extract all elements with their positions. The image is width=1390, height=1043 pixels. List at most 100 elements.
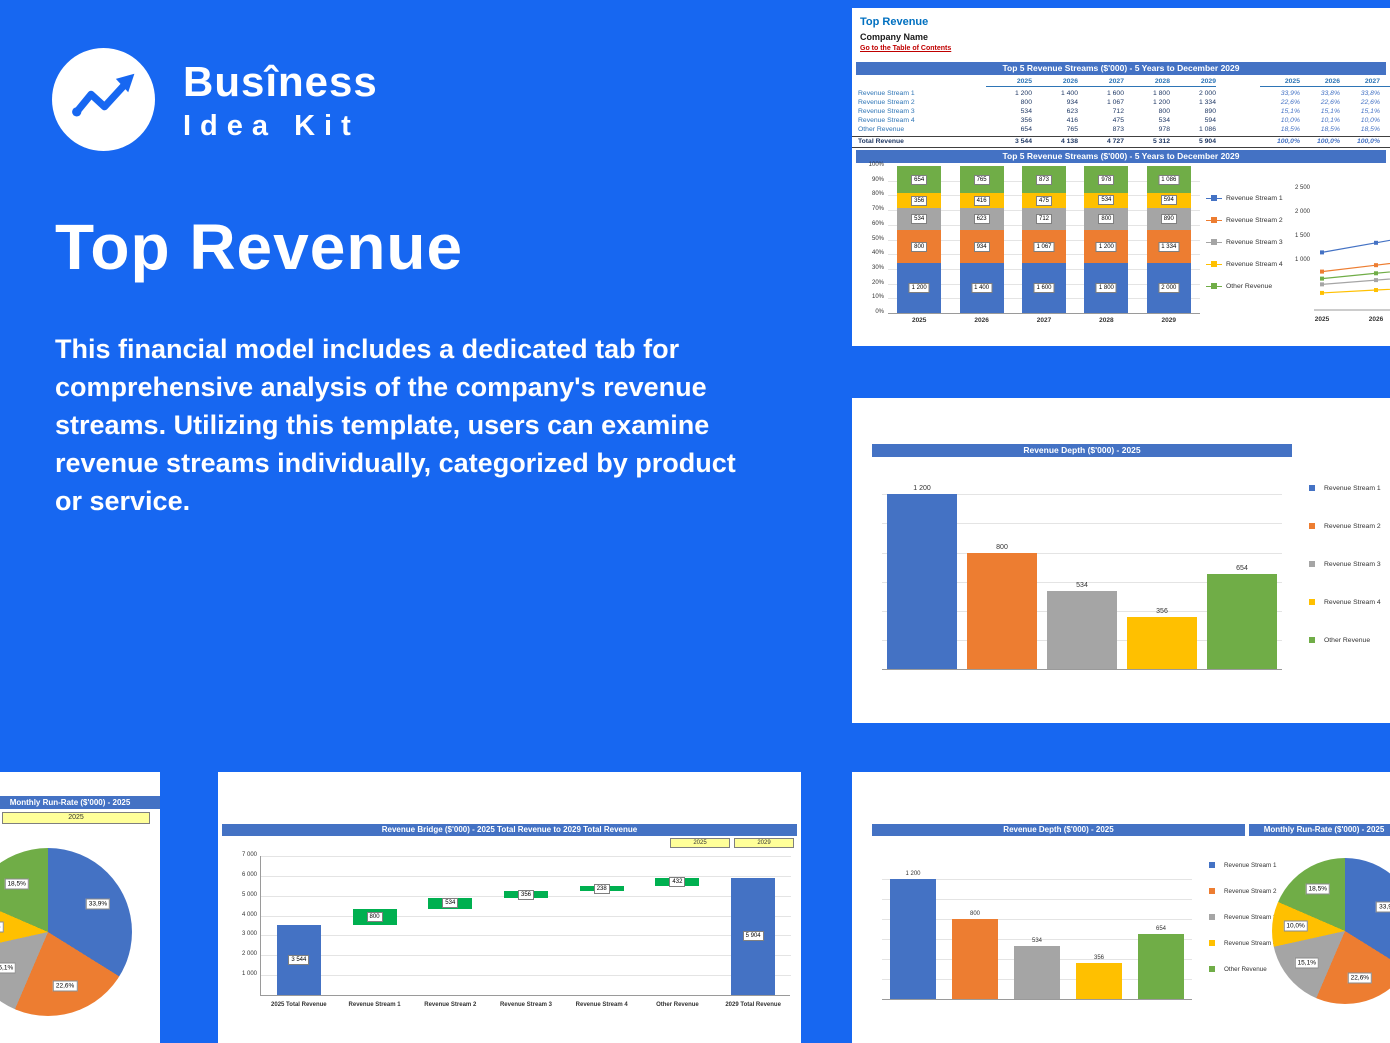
percent-cell: 18,5% — [1360, 126, 1380, 133]
bar-segment: 800 — [897, 230, 942, 264]
legend-item: Revenue Stream 2 — [1204, 886, 1277, 896]
legend-swatch — [1209, 862, 1215, 868]
bar — [952, 919, 998, 999]
bar-segment: 1 800 — [1084, 263, 1129, 313]
runrate-pie-chart: 33,9% 22,6% 15,1% 10,0% 18,5% — [0, 848, 132, 1016]
grid-line — [882, 919, 1192, 920]
bar-value-label: 800 — [996, 543, 1008, 551]
value-cell: 475 — [1112, 117, 1124, 124]
bar-label-wrap: 5 904 — [715, 931, 791, 942]
x-axis-label: 2029 Total Revenue — [725, 1002, 781, 1008]
y-axis-tick: 10% — [871, 294, 884, 301]
legend-swatch — [1309, 523, 1315, 529]
pie-value-label: 18,5% — [1305, 883, 1330, 895]
bar-value-label: 416 — [973, 195, 990, 206]
value-cell: 416 — [1066, 117, 1078, 124]
panel-revenue-depth: Revenue Depth ($'000) - 2025 1 200 800 534… — [852, 398, 1390, 723]
bar-value-label: 1 067 — [1033, 241, 1055, 252]
table-row: Revenue Stream 1 1 200 1 400 1 600 1 800 2 00… — [852, 90, 1390, 99]
bar-segment: 800 — [1084, 207, 1129, 230]
bar — [1138, 933, 1184, 999]
bar — [890, 879, 936, 999]
pie-value-label: 15,1% — [1294, 957, 1319, 969]
percent-cell: 22,6% — [1280, 99, 1300, 106]
table-row: Other Revenue 654 765 873 978 1 086 18,5% 18,5%… — [852, 126, 1390, 135]
bar-value-label: 654 — [1155, 925, 1166, 932]
value-cell: 934 — [1066, 99, 1078, 106]
bar-value-label: 654 — [1236, 564, 1248, 572]
bar-value-label: 475 — [1035, 195, 1053, 206]
grid-line — [882, 899, 1192, 900]
percent-cell: 33,8% — [1360, 90, 1380, 97]
bar-value-label: 534 — [1098, 195, 1115, 206]
grid-line — [261, 856, 791, 857]
toc-link[interactable]: Go to the Table of Contents — [860, 45, 952, 52]
y-axis-tick: 0% — [875, 309, 884, 315]
legend-swatch — [1309, 637, 1315, 643]
total-value-cell: 4 727 — [1106, 138, 1124, 145]
legend-line-marker — [1206, 194, 1222, 202]
y-axis-tick: 1 000 — [241, 971, 257, 978]
bar — [887, 494, 957, 669]
value-cell: 534 — [1158, 117, 1170, 124]
panel-top-sheet: Top Revenue Company Name Go to the Table… — [852, 8, 1390, 346]
total-value-cell: 3 544 — [1014, 138, 1032, 145]
bar-label-wrap: 238 — [564, 883, 640, 894]
value-cell: 1 600 — [1106, 90, 1124, 97]
bar-segment: 654 — [897, 166, 942, 194]
bar-label-wrap: 3 544 — [261, 954, 337, 965]
grid-line — [882, 494, 1282, 496]
depth-title-bar: Revenue Depth ($'000) - 2025 — [872, 444, 1292, 457]
pie-value-label: 22,6% — [52, 980, 78, 992]
bar-value-label: 800 — [911, 241, 928, 252]
year-header: 2028 — [1380, 78, 1390, 87]
bar-segment: 594 — [1146, 193, 1191, 208]
legend-label: Other Revenue — [1224, 965, 1267, 973]
percent-cell: 18,4% — [1380, 126, 1390, 133]
legend-item: Revenue Stream 4 — [1204, 938, 1277, 948]
legend-line-marker — [1206, 260, 1222, 268]
y-axis-tick: 100% — [868, 162, 884, 168]
bar-value-label: 765 — [973, 174, 990, 185]
percent-cell: 22,6% — [1320, 99, 1340, 106]
legend-item: Revenue Stream 2 — [1206, 215, 1283, 225]
y-axis-tick: 5 000 — [241, 891, 257, 898]
bar-value-label: 2 000 — [1158, 283, 1180, 294]
value-cell: 712 — [1112, 108, 1124, 115]
x-axis-label: Revenue Stream 4 — [575, 1002, 628, 1008]
legend-swatch — [1309, 599, 1315, 605]
panel-depth-runrate: Revenue Depth ($'000) - 2025 Monthly Run… — [852, 772, 1390, 1043]
y-axis-tick: 50% — [871, 235, 884, 242]
bar-value-label: 1 334 — [1158, 241, 1180, 252]
total-percent-cell: 100,0% — [1380, 138, 1390, 145]
bar-value-label: 712 — [1035, 213, 1053, 224]
legend-marker — [1204, 913, 1220, 921]
x-axis-label: 2029 — [1161, 317, 1177, 324]
total-value-cell: 5 312 — [1152, 138, 1170, 145]
legend-swatch — [1211, 195, 1217, 201]
legend-marker — [1304, 598, 1320, 606]
row-label: Revenue Stream 2 — [858, 99, 915, 106]
panel-revenue-bridge: Revenue Bridge ($'000) - 2025 Total Reve… — [218, 772, 801, 1043]
value-cell: 1 200 — [1152, 99, 1170, 106]
bar — [1207, 573, 1277, 669]
runrate-small-title-bar: Monthly Run-Rate ($'000) - 2025 — [1249, 824, 1390, 836]
bridge-year-to-selector[interactable]: 2029 — [734, 838, 794, 848]
y-axis-tick: 7 000 — [241, 852, 257, 858]
year-header: 2025 — [1260, 78, 1300, 87]
grid-line — [882, 581, 1282, 583]
value-cell: 765 — [1066, 126, 1078, 133]
depth-legend: Revenue Stream 1 Revenue Stream 2 Revenue … — [1304, 483, 1388, 683]
bridge-year-from-selector[interactable]: 2025 — [670, 838, 730, 848]
grid-line — [882, 552, 1282, 554]
value-cell: 2 000 — [1198, 90, 1216, 97]
bar-segment: 712 — [1022, 207, 1066, 231]
bar-value-label: 594 — [1160, 195, 1177, 206]
bar-segment: 1 200 — [1084, 229, 1129, 264]
value-cell: 800 — [1158, 108, 1170, 115]
bar-value-label: 238 — [593, 883, 610, 894]
table-row: Revenue Stream 4 356 416 475 534 594 10,0% 10,1… — [852, 117, 1390, 126]
year-selector[interactable]: 2025 — [2, 812, 150, 824]
pie-value-label: 33,9% — [1376, 901, 1390, 913]
bar-value-label: 1 200 — [908, 283, 930, 294]
